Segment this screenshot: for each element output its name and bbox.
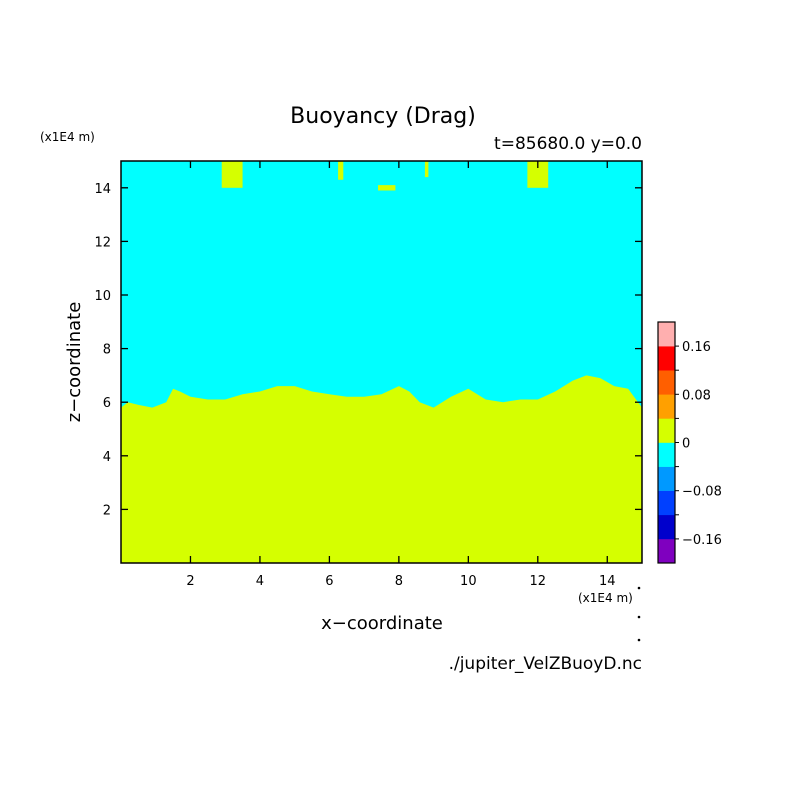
x-tick-label: 2 bbox=[186, 574, 194, 589]
colorbar-swatch bbox=[658, 346, 675, 371]
z-unit-label: (x1E4 m) bbox=[40, 130, 95, 144]
colorbar-tick-label: 0.08 bbox=[682, 388, 711, 403]
x-tick-label: 12 bbox=[530, 574, 547, 589]
y-axis-label: z−coordinate bbox=[64, 302, 85, 423]
marker-dot bbox=[637, 586, 641, 590]
colorbar: −0.16 −0.08 0 0.08 0.16 bbox=[657, 321, 722, 564]
y-tick-label: 4 bbox=[103, 450, 111, 465]
top-patch-1 bbox=[338, 161, 344, 180]
y-tick-label: 2 bbox=[103, 503, 111, 518]
top-patch-4 bbox=[527, 161, 549, 188]
chart-subtitle: t=85680.0 y=0.0 bbox=[494, 134, 642, 154]
colorbar-tick-label: −0.08 bbox=[682, 485, 722, 500]
x-tick-label: 14 bbox=[599, 574, 616, 589]
x-tick-label: 6 bbox=[325, 574, 333, 589]
x-axis-label: x−coordinate bbox=[321, 613, 443, 634]
y-tick-label: 12 bbox=[94, 235, 111, 250]
y-tick-label: 8 bbox=[103, 343, 111, 358]
top-patch-2 bbox=[378, 185, 396, 191]
colorbar-tick-label: −0.16 bbox=[682, 533, 722, 548]
colorbar-tick-label: 0.16 bbox=[682, 340, 711, 355]
colorbar-tick-label: 0 bbox=[682, 437, 690, 452]
plot-area bbox=[121, 161, 642, 563]
x-unit-label: (x1E4 m) bbox=[578, 591, 633, 605]
x-tick-label: 4 bbox=[256, 574, 264, 589]
colorbar-swatch bbox=[658, 394, 675, 419]
colorbar-swatch bbox=[658, 322, 675, 347]
top-patch-3 bbox=[424, 161, 429, 178]
top-patch-0 bbox=[221, 161, 243, 188]
colorbar-swatch bbox=[658, 490, 675, 516]
colorbar-swatch bbox=[658, 370, 675, 395]
y-tick-label: 10 bbox=[94, 289, 111, 304]
lower-region bbox=[121, 375, 642, 563]
colorbar-swatch bbox=[658, 466, 675, 491]
colorbar-swatch bbox=[658, 514, 675, 540]
y-tick-label: 6 bbox=[103, 396, 111, 411]
marker-dot bbox=[637, 638, 641, 642]
colorbar-swatch bbox=[658, 418, 675, 443]
colorbar-swatch bbox=[658, 442, 675, 467]
x-tick-label: 8 bbox=[395, 574, 403, 589]
x-tick-label: 10 bbox=[460, 574, 477, 589]
colorbar-swatch bbox=[658, 538, 675, 564]
source-filename: ./jupiter_VelZBuoyD.nc bbox=[449, 654, 642, 674]
plot-frame bbox=[120, 160, 643, 564]
decorative-dots bbox=[637, 586, 641, 642]
y-tick-label: 14 bbox=[94, 182, 111, 197]
marker-dot bbox=[637, 615, 641, 619]
chart-title: Buoyancy (Drag) bbox=[290, 104, 476, 129]
axes: 2 4 6 8 10 12 14 2 4 6 8 10 12 14 bbox=[94, 160, 643, 589]
